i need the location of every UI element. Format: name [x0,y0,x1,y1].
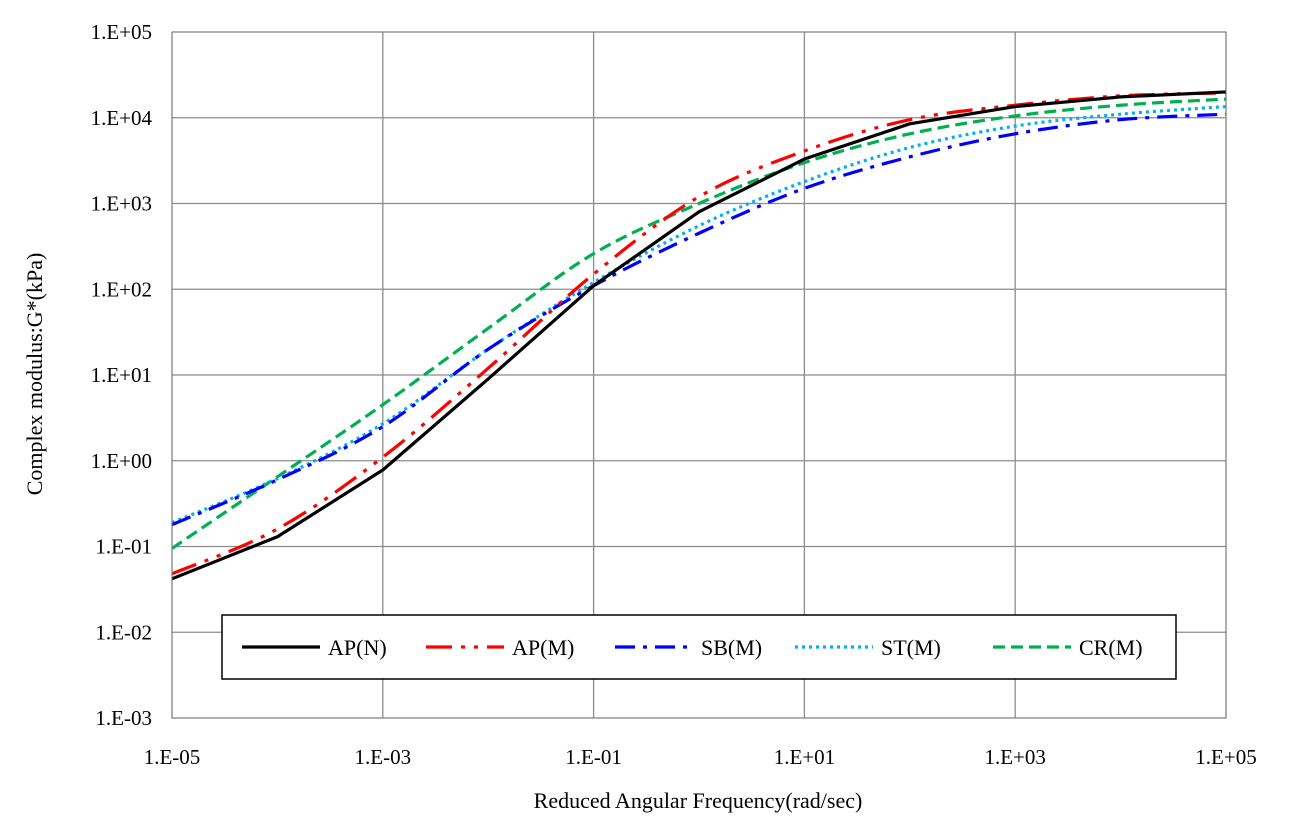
y-tick-label: 1.E+02 [91,277,152,301]
x-tick-label: 1.E+03 [984,745,1045,769]
legend-label: CR(M) [1079,635,1143,660]
y-tick-label: 1.E-03 [95,706,152,730]
series-line-stm [172,104,1226,525]
plot-frame [171,31,1227,719]
x-axis-title: Reduced Angular Frequency(rad/sec) [534,788,863,813]
y-tick-label: 1.E-01 [95,535,152,559]
x-tick-label: 1.E-05 [144,745,201,769]
x-tick-label: 1.E+01 [774,745,835,769]
legend-label: SB(M) [701,635,762,660]
y-tick-label: 1.E-02 [95,620,152,644]
x-tick-label: 1.E+05 [1195,745,1256,769]
y-tick-label: 1.E+05 [91,20,152,44]
legend: AP(N) AP(M) SB(M) ST(M) CR(M) [221,614,1177,680]
x-tick-label: 1.E-01 [565,745,622,769]
y-tick-labels: 1.E-03 1.E-02 1.E-01 1.E+00 1.E+01 1.E+02 1.E+… [91,20,153,730]
legend-label: ST(M) [881,635,941,660]
x-tick-label: 1.E-03 [355,745,412,769]
series-line-crm [172,97,1226,550]
series-line-apm [172,91,1226,576]
legend-label: AP(N) [328,635,387,660]
grid [171,31,1227,719]
series-line-apn [172,90,1226,581]
y-tick-label: 1.E+01 [91,363,152,387]
legend-label: AP(M) [512,635,574,660]
y-tick-label: 1.E+04 [91,106,153,130]
y-tick-label: 1.E+00 [91,449,152,473]
y-axis-title: Complex modulus:G*(kPa) [22,253,47,496]
x-tick-labels: 1.E-05 1.E-03 1.E-01 1.E+01 1.E+03 1.E+05 [144,745,1257,769]
series-line-sbm [172,112,1226,527]
y-tick-label: 1.E+03 [91,192,152,216]
series-layer [172,90,1226,581]
